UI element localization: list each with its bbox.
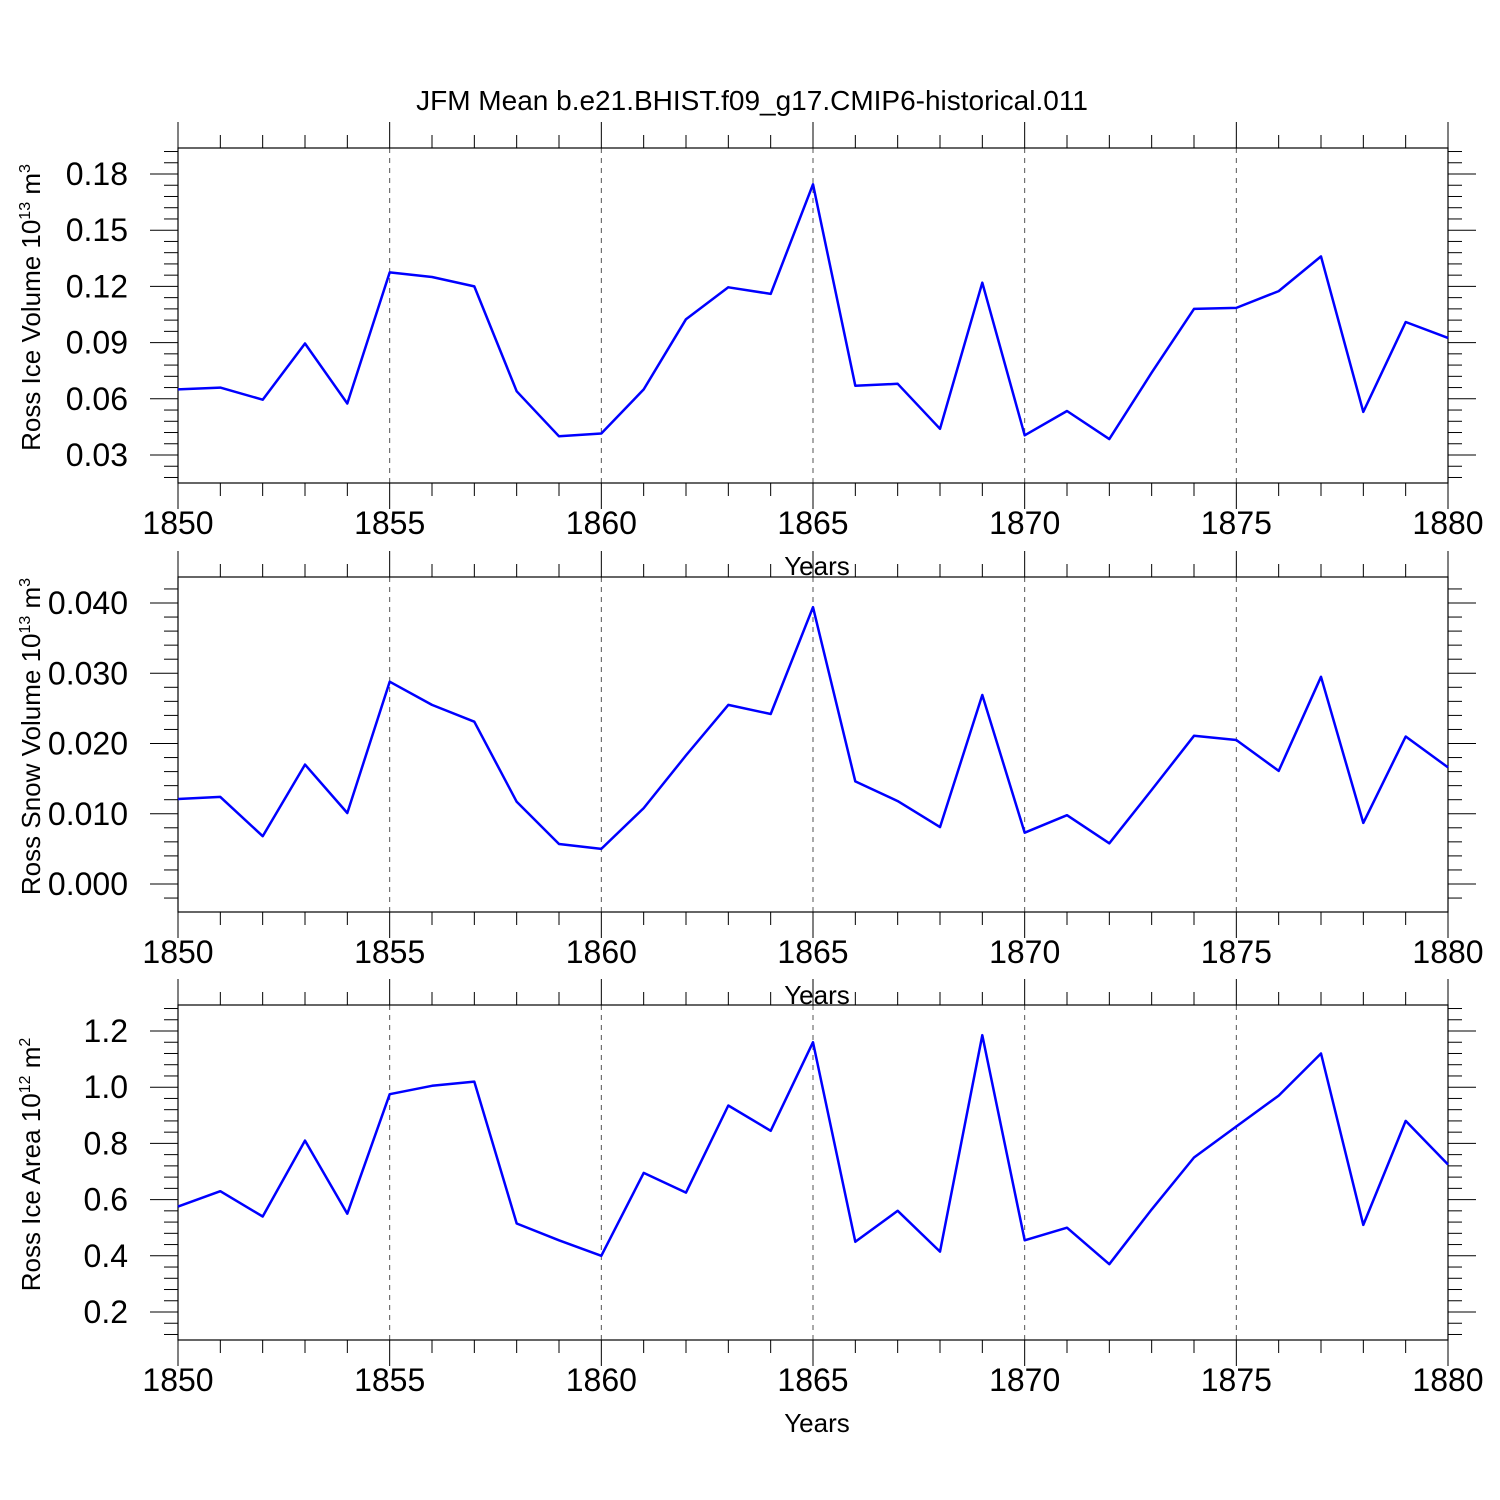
- y-tick-label: 0.03: [66, 437, 128, 473]
- x-tick-label: 1870: [989, 1362, 1060, 1398]
- series-line: [177, 1033, 1449, 1266]
- x-axis-title: Years: [784, 551, 850, 581]
- x-tick-label: 1875: [1201, 505, 1272, 541]
- x-tick-label: 1880: [1412, 1362, 1483, 1398]
- y-tick-label: 0.12: [66, 268, 128, 304]
- y-tick-label: 0.030: [48, 655, 128, 691]
- panel-1: 1850 1855 1860 1865 1870 1875 1880 0.03 0.06 0.09…: [16, 122, 1484, 581]
- y-tick-label: 0.18: [66, 156, 128, 192]
- x-tick-label: 1855: [354, 1362, 425, 1398]
- y-tick-label: 0.010: [48, 796, 128, 832]
- x-tick-label: 1855: [354, 934, 425, 970]
- x-tick-label: 1865: [777, 934, 848, 970]
- panel-2: 1850 1855 1860 1865 1870 1875 1880 0.000 0.010 0.…: [16, 551, 1484, 1010]
- y-tick-label: 0.6: [84, 1182, 128, 1218]
- x-tick-label: 1865: [777, 1362, 848, 1398]
- series-line: [177, 183, 1449, 441]
- x-tick-label: 1850: [142, 1362, 213, 1398]
- series-line: [177, 605, 1449, 851]
- x-tick-label: 1860: [566, 1362, 637, 1398]
- panel-3: 1850 1855 1860 1865 1870 1875 1880 0.2 0.4 0.6 0.8…: [16, 979, 1484, 1438]
- y-axis-title: Ross Ice Area 1012 m2: [16, 1038, 46, 1292]
- figure-title: JFM Mean b.e21.BHIST.f09_g17.CMIP6-histo…: [416, 85, 1088, 116]
- x-tick-label: 1880: [1412, 505, 1483, 541]
- x-tick-label: 1855: [354, 505, 425, 541]
- x-axis-title: Years: [784, 1408, 850, 1438]
- x-tick-label: 1860: [566, 934, 637, 970]
- x-tick-label: 1870: [989, 934, 1060, 970]
- x-tick-label: 1875: [1201, 1362, 1272, 1398]
- y-tick-label: 0.09: [66, 325, 128, 361]
- x-tick-label: 1860: [566, 505, 637, 541]
- x-tick-label: 1850: [142, 505, 213, 541]
- y-axis-title: Ross Snow Volume 1013 m3: [16, 578, 46, 895]
- y-tick-label: 0.4: [84, 1238, 128, 1274]
- x-tick-label: 1850: [142, 934, 213, 970]
- y-tick-label: 0.000: [48, 866, 128, 902]
- x-tick-label: 1880: [1412, 934, 1483, 970]
- y-tick-label: 0.020: [48, 726, 128, 762]
- x-tick-label: 1865: [777, 505, 848, 541]
- y-tick-label: 0.040: [48, 585, 128, 621]
- y-tick-label: 0.8: [84, 1125, 128, 1161]
- y-tick-label: 1.0: [84, 1069, 128, 1105]
- y-tick-label: 0.15: [66, 212, 128, 248]
- x-tick-label: 1875: [1201, 934, 1272, 970]
- y-tick-label: 0.06: [66, 381, 128, 417]
- y-axis-title: Ross Ice Volume 1013 m3: [16, 164, 46, 451]
- panels: 1850 1855 1860 1865 1870 1875 1880 0.03 0.06 0.09…: [16, 122, 1484, 1438]
- y-tick-label: 1.2: [84, 1013, 128, 1049]
- x-tick-label: 1870: [989, 505, 1060, 541]
- y-tick-label: 0.2: [84, 1294, 128, 1330]
